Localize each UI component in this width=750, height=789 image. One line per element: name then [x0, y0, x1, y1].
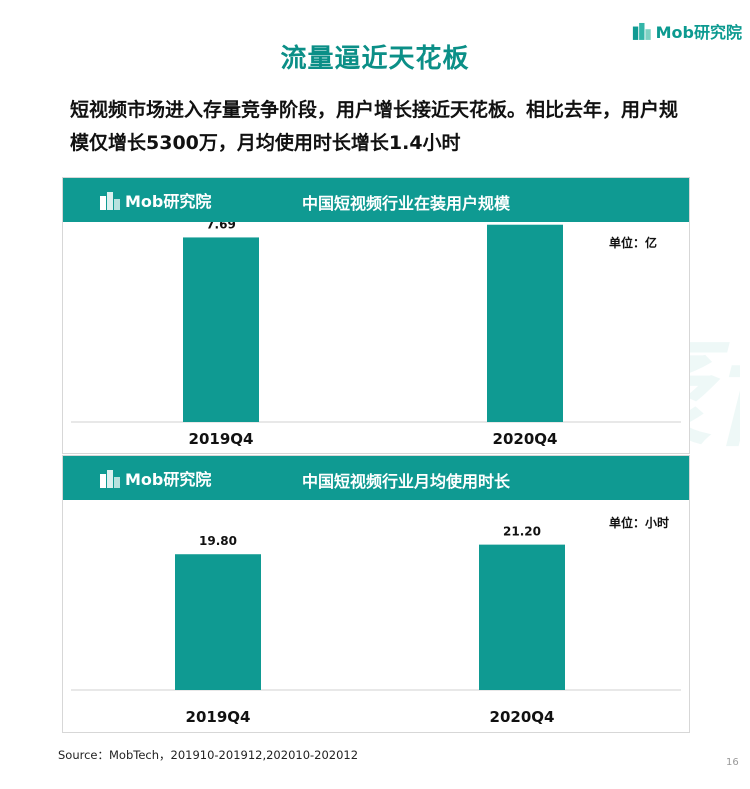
chart-title: 中国短视频行业月均使用时长: [301, 472, 510, 491]
bar-2020Q4: [479, 544, 565, 690]
building-logo-icon: [632, 22, 651, 40]
bar-2019Q4: [175, 554, 261, 690]
brand-logo: Mob研究院: [632, 18, 742, 44]
data-label: 19.80: [199, 534, 237, 548]
panel-brand-text: Mob研究院: [125, 192, 212, 211]
building-logo-icon: [100, 192, 120, 210]
data-label: 21.20: [503, 525, 541, 539]
bar-chart-users: 7.692019Q48.222020Q4: [71, 222, 681, 448]
bar-2019Q4: [183, 237, 259, 422]
unit-label: 单位：小时: [609, 516, 670, 530]
bar-2020Q4: [487, 224, 563, 422]
panel-header: Mob研究院 中国短视频行业在装用户规模: [63, 178, 689, 222]
unit-label: 单位：亿: [609, 236, 658, 250]
source-note: Source：MobTech，201910-201912,202010-2020…: [58, 748, 359, 762]
panel-header: Mob研究院 中国短视频行业月均使用时长: [63, 456, 689, 500]
panel-brand: Mob研究院: [99, 188, 211, 212]
chart-title: 中国短视频行业在装用户规模: [301, 194, 510, 213]
page-title: 流量逼近天花板: [280, 44, 470, 74]
category-label: 2020Q4: [493, 430, 558, 448]
category-label: 2019Q4: [186, 708, 251, 726]
building-logo-icon: [100, 470, 120, 488]
bar-chart-usage-time: 19.80 2019Q4 21.20 2020Q4: [71, 525, 681, 726]
category-label: 2020Q4: [490, 708, 555, 726]
page-number: 16: [726, 757, 739, 768]
data-label: 7.69: [206, 222, 236, 231]
panel-brand: Mob研究院: [99, 466, 211, 490]
panel-brand-text: Mob研究院: [125, 470, 212, 489]
headline: 短视频市场进入存量竞争阶段，用户增长接近天花板。相比去年，用户规模仅增长5300…: [70, 99, 679, 154]
brand-logo-text: Mob研究院: [655, 23, 742, 42]
category-label: 2019Q4: [189, 430, 254, 448]
chart-panel-usage-time: Mob研究院 中国短视频行业月均使用时长 单位：小时 19.80 2019Q4 21…: [62, 455, 690, 733]
chart-panel-users: Mob研究院 中国短视频行业在装用户规模 单位：亿 7.692019Q48.22…: [62, 177, 690, 454]
